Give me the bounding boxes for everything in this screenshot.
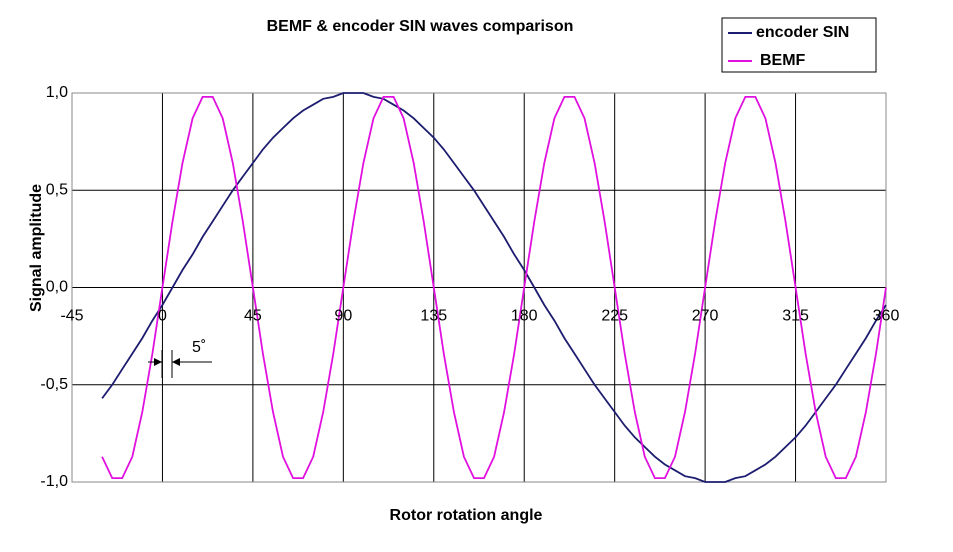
y-tick-label: 0,5 [46, 181, 68, 198]
series-line [101, 96, 887, 479]
x-tick-label: 45 [244, 308, 262, 325]
legend-label: BEMF [760, 52, 806, 69]
x-axis-label: Rotor rotation angle [390, 507, 543, 524]
x-tick-label: 225 [601, 308, 628, 325]
legend-box [721, 17, 877, 73]
y-axis-label: Signal amplitude [28, 184, 45, 312]
x-tick-label: 270 [692, 308, 719, 325]
series-line [101, 92, 887, 483]
series [101, 92, 887, 483]
tick-labels: -1,0 -0,5 0,0 0,5 1,0 -45 0 45 90 135 180 225 270 315… [40, 84, 899, 490]
x-tick-label: 0 [158, 308, 167, 325]
x-tick-label: 360 [873, 308, 900, 325]
x-tick-label: 90 [334, 308, 352, 325]
annotation-arrowhead [172, 358, 180, 366]
legend-label: encoder SIN [756, 24, 849, 41]
y-tick-label: -1,0 [40, 473, 68, 490]
y-tick-label: 0,0 [46, 279, 68, 296]
angle-annotation: 5˚ [148, 339, 212, 378]
annotation-text: 5˚ [192, 339, 206, 356]
x-tick-label: 135 [420, 308, 447, 325]
y-tick-label: 1,0 [46, 84, 68, 101]
x-tick-label: -45 [60, 308, 83, 325]
chart-title: BEMF & encoder SIN waves comparison [267, 18, 574, 35]
annotation-arrowhead [154, 358, 162, 366]
x-tick-label: 315 [782, 308, 809, 325]
x-tick-label: 180 [511, 308, 538, 325]
y-tick-label: -0,5 [40, 376, 68, 393]
